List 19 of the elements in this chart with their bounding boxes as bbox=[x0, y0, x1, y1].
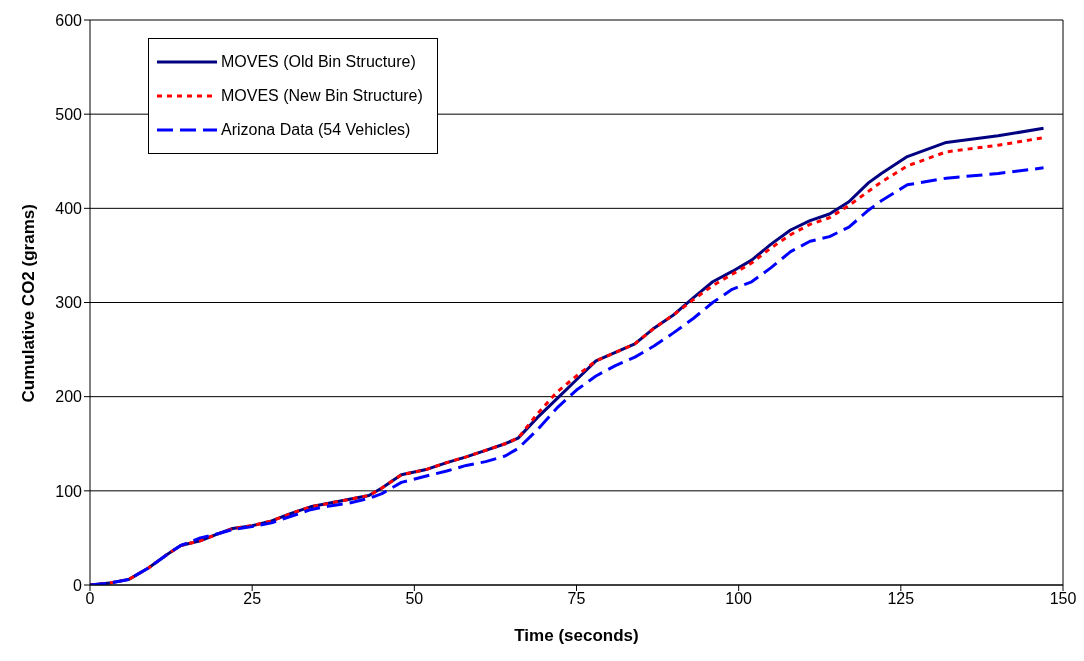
y-tick-label: 400 bbox=[55, 200, 83, 218]
y-axis-title: Cumulative CO2 (grams) bbox=[19, 204, 39, 403]
x-tick-label: 50 bbox=[405, 590, 424, 608]
x-tick-label: 150 bbox=[1049, 590, 1077, 608]
x-tick-label: 0 bbox=[85, 590, 95, 608]
x-tick-label: 125 bbox=[887, 590, 915, 608]
y-tick-label: 300 bbox=[55, 294, 83, 312]
x-tick-label: 75 bbox=[567, 590, 586, 608]
y-tick-label: 100 bbox=[55, 482, 83, 500]
legend-label: Arizona Data (54 Vehicles) bbox=[221, 121, 411, 139]
y-tick-label: 200 bbox=[55, 388, 83, 406]
x-axis-title: Time (seconds) bbox=[514, 626, 639, 645]
y-tick-label: 600 bbox=[55, 11, 83, 29]
legend-label: MOVES (New Bin Structure) bbox=[221, 87, 423, 105]
y-tick-label: 500 bbox=[55, 105, 83, 123]
x-tick-label: 25 bbox=[243, 590, 262, 608]
y-tick-label: 0 bbox=[73, 576, 83, 594]
x-tick-label: 100 bbox=[725, 590, 753, 608]
legend-label: MOVES (Old Bin Structure) bbox=[221, 53, 416, 71]
